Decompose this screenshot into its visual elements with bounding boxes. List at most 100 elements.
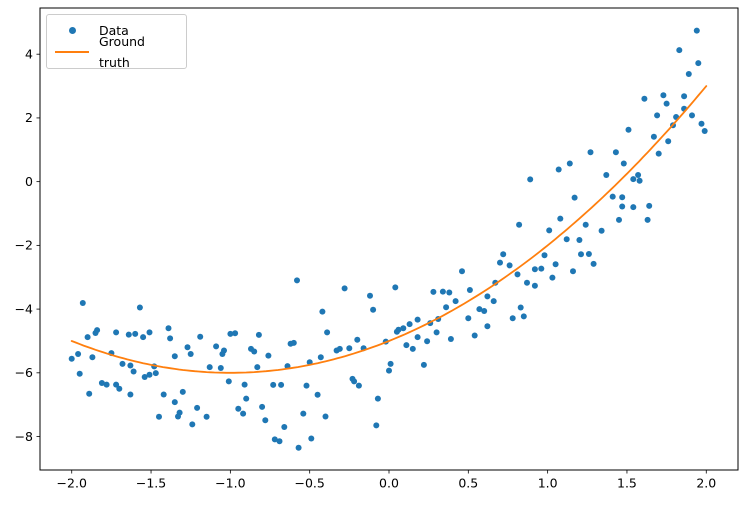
data-point	[346, 345, 353, 352]
x-tick-label: 2.0	[696, 476, 716, 491]
x-tick-label: 1.5	[617, 476, 637, 491]
data-point	[524, 279, 530, 286]
data-point	[603, 172, 610, 178]
data-point	[194, 404, 201, 411]
ground-truth-curve	[70, 85, 708, 374]
data-point	[695, 60, 702, 67]
data-point	[619, 203, 626, 210]
data-point	[598, 227, 605, 234]
data-point	[130, 368, 137, 375]
data-point	[655, 150, 662, 157]
data-point	[484, 293, 491, 300]
data-point	[240, 410, 247, 417]
data-point	[187, 351, 194, 357]
data-point	[259, 403, 266, 410]
y-tick-label: 0	[25, 174, 33, 189]
data-point	[235, 405, 242, 412]
data-point	[319, 308, 326, 315]
data-point	[566, 160, 573, 167]
data-point	[476, 306, 483, 313]
data-point	[635, 172, 642, 178]
data-point	[189, 421, 196, 428]
data-point	[281, 424, 288, 430]
data-point	[563, 236, 570, 243]
data-point	[500, 251, 507, 258]
data-point	[420, 361, 427, 368]
data-point	[336, 345, 343, 352]
data-point	[609, 193, 616, 200]
data-point	[217, 365, 224, 371]
data-point	[146, 329, 153, 336]
data-point	[636, 177, 643, 184]
data-point	[68, 355, 75, 362]
data-point	[555, 166, 562, 173]
data-point	[538, 265, 545, 272]
data-point	[430, 288, 437, 295]
data-point	[619, 194, 626, 201]
data-point	[370, 306, 377, 313]
data-point	[465, 315, 472, 322]
scatter-series-data	[68, 27, 708, 451]
data-point	[271, 436, 278, 443]
data-point	[570, 268, 576, 275]
data-point	[447, 336, 454, 342]
data-point	[701, 128, 708, 134]
data-point	[355, 382, 362, 389]
data-point	[693, 27, 700, 34]
data-point	[459, 268, 465, 275]
data-point	[324, 329, 331, 336]
data-point	[403, 342, 410, 349]
data-point	[265, 352, 272, 359]
data-point	[278, 381, 285, 388]
data-point	[466, 287, 473, 293]
y-tick-label: 2	[25, 110, 33, 125]
data-point	[75, 351, 82, 357]
data-point	[552, 261, 559, 268]
data-point	[197, 333, 204, 340]
data-point	[225, 378, 232, 385]
data-point	[125, 331, 132, 338]
data-point	[300, 410, 307, 417]
data-point	[685, 71, 692, 77]
data-point	[152, 370, 159, 377]
data-point	[546, 227, 553, 234]
axes-frame	[39, 7, 739, 471]
data-point	[98, 380, 105, 386]
data-point	[171, 399, 178, 406]
data-point	[184, 344, 191, 351]
y-axis: 4 2 0 −2 −4 −6 −8	[15, 47, 40, 444]
data-point	[630, 204, 637, 211]
data-point	[409, 345, 416, 352]
data-point	[160, 391, 167, 398]
data-point	[374, 395, 381, 402]
data-point	[84, 334, 91, 341]
data-point	[646, 202, 653, 209]
line-marker-icon	[55, 50, 89, 53]
scatter-marker-icon	[68, 27, 76, 34]
data-point	[367, 292, 373, 299]
data-point	[514, 271, 521, 278]
legend-label-data: Data	[99, 23, 129, 38]
data-point	[227, 330, 234, 337]
data-point	[446, 289, 453, 296]
data-point	[294, 277, 300, 284]
data-point	[254, 364, 261, 371]
data-point	[103, 381, 110, 388]
data-point	[290, 339, 297, 346]
data-point	[531, 266, 538, 273]
data-point	[612, 149, 619, 156]
data-point	[76, 370, 83, 377]
data-point	[387, 360, 394, 367]
y-tick-label: −6	[15, 365, 33, 380]
data-point	[506, 262, 513, 269]
data-point	[141, 374, 148, 380]
data-point	[582, 221, 589, 228]
data-point	[270, 381, 277, 388]
data-point	[86, 390, 93, 397]
data-point	[557, 215, 564, 222]
data-point	[317, 354, 324, 361]
data-point	[262, 417, 269, 424]
x-tick-label: 0.5	[458, 476, 478, 491]
data-point	[136, 304, 143, 311]
legend: Data Ground truth	[46, 14, 187, 70]
